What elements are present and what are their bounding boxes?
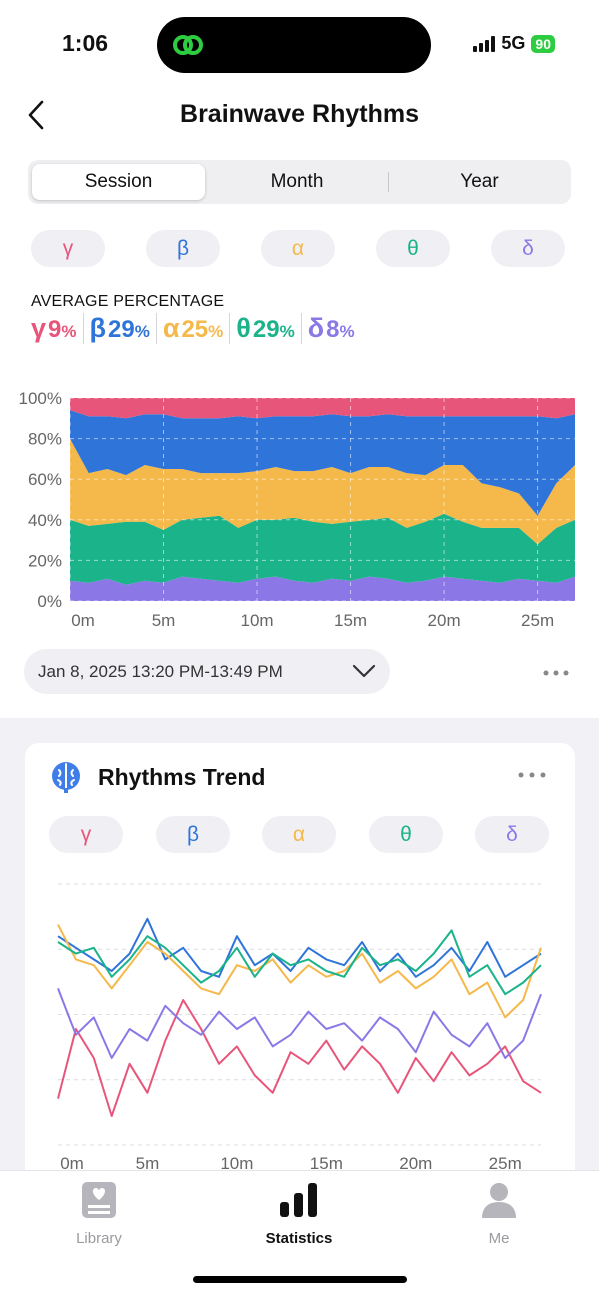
trend-chip-delta[interactable]: δ [475, 816, 549, 853]
x-tick-label: 15m [334, 611, 367, 630]
segment-divider [388, 172, 389, 192]
avg-alpha: α 25% [155, 313, 229, 344]
signal-icon [473, 35, 496, 52]
stacked-area-chart: 0% 20% 40% 60% 80% 100% 0m 5m 10m 15m 20m 25m [19, 389, 575, 630]
trend-line-α [57, 924, 542, 1019]
trend-x-tick-label: 25m [489, 1154, 522, 1170]
status-time: 1:06 [62, 30, 109, 56]
trend-line-δ [57, 988, 542, 1059]
trend-line-β [57, 917, 542, 978]
x-tick-label: 25m [521, 611, 554, 630]
card-title: Rhythms Trend [98, 764, 266, 790]
trend-x-tick-label: 0m [60, 1154, 84, 1170]
tab-statistics[interactable]: Statistics [229, 1181, 369, 1247]
trend-x-tick-label: 5m [136, 1154, 160, 1170]
page-title: Brainwave Rhythms [180, 100, 419, 128]
trend-chip-alpha[interactable]: α [262, 816, 336, 853]
chip-gamma[interactable]: γ [31, 230, 105, 267]
y-tick-label: 40% [28, 511, 62, 530]
area-α-band [70, 438, 575, 545]
brain-icon [52, 762, 80, 793]
average-label: AVERAGE PERCENTAGE [31, 293, 225, 310]
tab-library-label: Library [76, 1230, 122, 1247]
session-date-range: Jan 8, 2025 13:20 PM-13:49 PM [38, 662, 283, 681]
y-tick-label: 100% [19, 389, 62, 408]
back-icon[interactable] [24, 98, 54, 132]
y-tick-label: 20% [28, 551, 62, 570]
trend-x-tick-label: 15m [310, 1154, 343, 1170]
card-more-icon[interactable] [518, 770, 546, 780]
rhythms-trend-chart: 0m 5m 10m 15m 20m 25m [57, 883, 542, 1170]
chevron-down-icon [352, 664, 376, 678]
area-β-band [70, 410, 575, 516]
area-θ-band [70, 513, 575, 585]
area-γ-band [70, 398, 575, 419]
period-segmented-control: Session Month Year [28, 160, 571, 204]
app-activity-icon [173, 35, 203, 55]
y-tick-label: 0% [37, 592, 62, 611]
x-tick-label: 0m [71, 611, 95, 630]
dynamic-island [157, 17, 431, 73]
person-icon [482, 1183, 516, 1218]
x-tick-label: 10m [240, 611, 273, 630]
tab-bar: Library Statistics Me [0, 1170, 599, 1297]
average-values: γ 9% β 29% α 25% θ 29% δ 8% [31, 313, 361, 344]
chip-alpha[interactable]: α [261, 230, 335, 267]
chip-delta[interactable]: δ [491, 230, 565, 267]
library-icon [82, 1182, 116, 1218]
avg-gamma: γ 9% [31, 313, 77, 343]
avg-beta: β 29% [82, 313, 156, 344]
area-δ-band [70, 576, 575, 601]
trend-line-θ [57, 929, 542, 996]
y-tick-label: 60% [28, 470, 62, 489]
x-tick-label: 5m [152, 611, 176, 630]
tab-me-label: Me [488, 1230, 510, 1247]
x-tick-label: 20m [428, 611, 461, 630]
network-type: 5G [501, 33, 526, 53]
tab-library[interactable]: Library [29, 1181, 169, 1247]
segment-year[interactable]: Year [460, 171, 499, 192]
tab-me[interactable]: Me [429, 1181, 569, 1247]
avg-delta: δ 8% [300, 313, 361, 344]
y-tick-label: 80% [28, 430, 62, 449]
trend-x-tick-label: 20m [399, 1154, 432, 1170]
avg-theta: θ 29% [229, 313, 300, 344]
trend-chip-gamma[interactable]: γ [49, 816, 123, 853]
statistics-icon [280, 1183, 317, 1217]
segment-month[interactable]: Month [270, 171, 324, 192]
home-indicator [193, 1276, 407, 1283]
trend-chip-beta[interactable]: β [156, 816, 230, 853]
status-indicators: 5G 90 [473, 33, 555, 54]
segment-session[interactable]: Session [32, 164, 205, 200]
battery-icon: 90 [531, 34, 555, 53]
trend-x-tick-label: 10m [220, 1154, 253, 1170]
trend-chip-theta[interactable]: θ [369, 816, 443, 853]
trend-line-γ [57, 999, 542, 1117]
chip-theta[interactable]: θ [376, 230, 450, 267]
session-picker[interactable]: Jan 8, 2025 13:20 PM-13:49 PM [24, 649, 390, 694]
chip-beta[interactable]: β [146, 230, 220, 267]
tab-statistics-label: Statistics [265, 1230, 333, 1247]
more-icon[interactable] [543, 668, 569, 678]
